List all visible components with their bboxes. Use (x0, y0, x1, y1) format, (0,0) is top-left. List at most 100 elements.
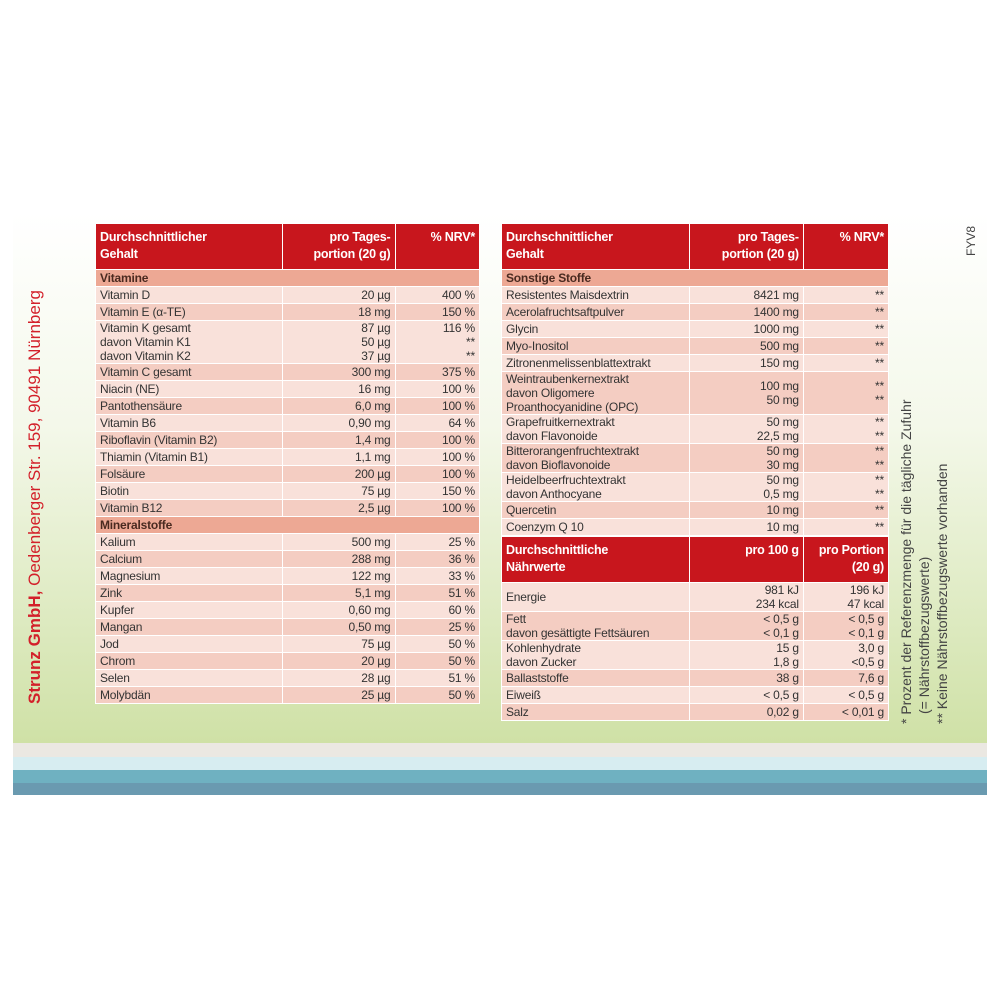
header-cell: Durchschnittliche Nährwerte (500, 536, 691, 583)
data-cell: Glycin (500, 320, 691, 338)
cell-line: 196 kJ (849, 583, 884, 598)
cell-text: 0,02 g (766, 705, 799, 719)
data-cell: ** ** (802, 472, 890, 502)
cell-line: < 0,1 g (848, 626, 884, 640)
cell-line: 87 µg (361, 321, 391, 336)
data-cell: Kohlenhydrate davon Zucker (500, 640, 691, 670)
data-cell: 15 g 1,8 g (689, 640, 804, 670)
cell-text: 2,5 µg (358, 501, 391, 515)
data-cell: Molybdän (95, 686, 283, 704)
data-cell: 51 % (394, 669, 480, 687)
cell-text: ** (875, 520, 884, 534)
cell-text: Acerolafruchtsaftpulver (506, 305, 625, 319)
data-cell: Weintraubenkernextrakt davon Oligomere Pro… (500, 371, 691, 415)
cell-text: ** (875, 339, 884, 353)
data-row: Ballaststoffe 38 g 7,6 g (500, 669, 890, 687)
cell-text: 300 mg (351, 365, 391, 379)
cell-text: 150 % (441, 305, 475, 319)
cell-text: 60 % (448, 603, 475, 617)
data-cell: 981 kJ 234 kcal (689, 582, 804, 612)
cell-text: ** (875, 288, 884, 302)
cell-text: 51 % (448, 671, 475, 685)
data-row: Kalium 500 mg 25 % (95, 533, 480, 551)
data-cell: Chrom (95, 652, 283, 670)
data-row: Riboflavin (Vitamin B2) 1,4 mg 100 % (95, 431, 480, 449)
data-cell: 1,1 mg (282, 448, 396, 466)
footnotes: * Prozent der Referenzmenge für die tägl… (897, 399, 951, 724)
cell-text: Jod (100, 637, 119, 651)
data-row: Coenzym Q 10 10 mg ** (500, 518, 890, 536)
data-cell: 50 mg 0,5 mg (689, 472, 804, 502)
data-cell: Zink (95, 584, 283, 602)
cell-line: portion (20 g) (313, 247, 391, 261)
data-cell: Eiweiß (500, 686, 691, 704)
cell-text: < 0,01 g (841, 705, 884, 719)
cell-line: davon Bioflavonoide (506, 458, 611, 472)
cell-text: 36 % (448, 552, 475, 566)
data-cell: 6,0 mg (282, 397, 396, 415)
data-cell: 1,4 mg (282, 431, 396, 449)
cell-text: 25 % (448, 620, 475, 634)
data-cell: 7,6 g (802, 669, 890, 687)
header-cell: Durchschnittlicher Gehalt (500, 223, 691, 270)
cell-line: davon Anthocyane (506, 487, 602, 501)
data-row: Zitronenmelissenblattextrakt 150 mg ** (500, 354, 890, 372)
data-row: Zink 5,1 mg 51 % (95, 584, 480, 602)
cell-text: Vitamin D (100, 288, 150, 302)
cell-text: Folsäure (100, 467, 146, 481)
cell-text: 10 mg (766, 520, 800, 534)
cell-line: 15 g (776, 641, 799, 656)
cell-line: Durchschnittlicher (506, 230, 613, 244)
cell-text: Ballaststoffe (506, 671, 569, 685)
cell-text: 7,6 g (858, 671, 884, 685)
data-cell: 150 % (394, 482, 480, 500)
data-cell: Jod (95, 635, 283, 653)
data-row: Heidelbeerfruchtextrakt davon Anthocyane 5… (500, 472, 890, 502)
cell-text: 500 mg (351, 535, 391, 549)
data-row: Chrom 20 µg 50 % (95, 652, 480, 670)
header-row: Durchschnittlicher Gehalt pro Tages-portio… (95, 223, 480, 270)
data-cell: 0,90 mg (282, 414, 396, 432)
cell-text: 100 % (441, 450, 475, 464)
data-cell: 50 mg 30 mg (689, 443, 804, 473)
footnote: (= Nährstoffbezugswerte) (916, 556, 932, 714)
cell-text: 288 mg (351, 552, 391, 566)
cell-text: 6,0 mg (355, 399, 391, 413)
cell-text: 25 % (448, 535, 475, 549)
nutrition-table: Durchschnittlicher Gehalt pro Tages-portio… (95, 223, 480, 704)
cell-line: pro Portion (818, 543, 884, 557)
cell-line: 50 mg (766, 393, 800, 407)
cell-text: Biotin (100, 484, 129, 498)
data-cell: 25 % (394, 618, 480, 636)
data-row: Eiweiß < 0,5 g < 0,5 g (500, 686, 890, 704)
data-cell: 38 g (689, 669, 804, 687)
data-cell: Quercetin (500, 501, 691, 519)
data-cell: 10 mg (689, 518, 804, 536)
cell-line: 100 mg (760, 379, 799, 393)
data-cell: Selen (95, 669, 283, 687)
header-cell: pro Tages-portion (20 g) (689, 223, 804, 270)
header-cell: % NRV* (394, 223, 480, 270)
data-cell: 75 µg (282, 482, 396, 500)
stripe (13, 783, 987, 795)
header-cell: % NRV* (802, 223, 890, 270)
stripe (13, 743, 987, 757)
cell-line: Weintraubenkernextrakt (506, 372, 629, 387)
cell-text: Vitamin C gesamt (100, 365, 192, 379)
cell-text: 50 % (448, 688, 475, 702)
cell-line: 50 mg (766, 444, 800, 459)
data-row: Pantothensäure 6,0 mg 100 % (95, 397, 480, 415)
data-row: Myo-Inositol 500 mg ** (500, 337, 890, 355)
data-cell: 500 mg (282, 533, 396, 551)
cell-line: davon gesättigte Fettsäuren (506, 626, 650, 640)
data-row: Vitamin B12 2,5 µg 100 % (95, 499, 480, 517)
data-row: Mangan 0,50 mg 25 % (95, 618, 480, 636)
cell-line: Durchschnittliche (506, 543, 609, 557)
data-row: Jod 75 µg 50 % (95, 635, 480, 653)
cell-text: 33 % (448, 569, 475, 583)
cell-text: Energie (506, 590, 546, 604)
data-cell: 25 µg (282, 686, 396, 704)
cell-line: Proanthocyanidine (OPC) (506, 400, 639, 414)
data-cell: Zitronenmelissenblattextrakt (500, 354, 691, 372)
cell-text: 150 % (441, 484, 475, 498)
